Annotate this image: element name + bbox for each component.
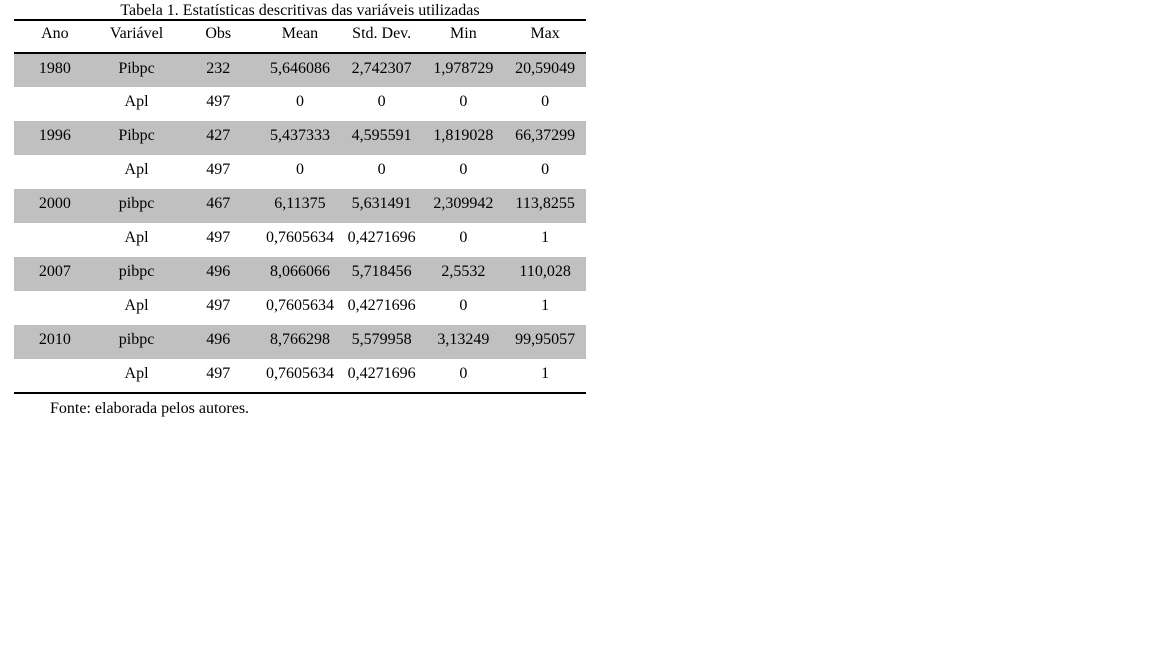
table-cell: 0 xyxy=(459,364,468,382)
table-row: Apl 497 0 0 0 0 xyxy=(14,87,586,121)
table-cell: 232 xyxy=(206,59,231,77)
table-row: Apl 497 0 0 0 0 xyxy=(14,155,586,189)
table-cell: 2,5532 xyxy=(441,263,486,280)
table-cell: 2007 xyxy=(38,263,71,280)
table-row: 1996 Pibpc 427 5,437333 4,595591 1,819028 66,3… xyxy=(14,121,586,155)
table-cell: 1 xyxy=(541,297,550,314)
table-cell: 66,37299 xyxy=(515,127,576,144)
table-row: Apl 497 0,7605634 0,4271696 0 1 xyxy=(14,359,586,393)
table-cell: 0 xyxy=(377,93,386,110)
table-cell xyxy=(14,87,96,121)
table-row: Apl 497 0,7605634 0,4271696 0 1 xyxy=(14,291,586,325)
table-cell: 0 xyxy=(459,297,468,314)
table-cell: 467 xyxy=(206,195,231,212)
table-cell: 497 xyxy=(206,229,231,246)
table-cell: 2,742307 xyxy=(351,59,412,77)
table-row: 1980 Pibpc 232 5,646086 2,742307 1,978729 20,5… xyxy=(14,53,586,87)
table-cell: 0 xyxy=(295,161,304,178)
table-cell: 0 xyxy=(541,93,550,110)
table-cell xyxy=(14,359,96,393)
table-cell: 5,437333 xyxy=(269,127,330,144)
table-cell: 0 xyxy=(459,93,468,110)
table-cell: 110,028 xyxy=(519,263,571,280)
table-cell: 0 xyxy=(459,229,468,246)
descriptive-stats-table-block: Tabela 1. Estatísticas descritivas das v… xyxy=(14,2,586,418)
table-cell: 1,819028 xyxy=(433,127,494,144)
column-header-std-dev: Std. Dev. xyxy=(340,20,423,54)
table-cell: 0,7605634 xyxy=(265,297,334,314)
table-cell: 2010 xyxy=(38,331,71,348)
table-cell: 497 xyxy=(206,161,231,178)
table-cell: Pibpc xyxy=(118,127,155,144)
column-header-min: Min xyxy=(422,20,505,54)
table-cell: Apl xyxy=(124,93,149,110)
table-row: 2010 pibpc 496 8,766298 5,579958 3,13249 99,95… xyxy=(14,325,586,359)
table-cell: 497 xyxy=(206,364,231,382)
table-cell: pibpc xyxy=(118,331,155,348)
table-cell: 2000 xyxy=(38,195,71,212)
table-cell: 1996 xyxy=(38,127,71,144)
table-cell: 497 xyxy=(206,297,231,314)
table-cell: Pibpc xyxy=(118,59,155,77)
table-cell xyxy=(14,223,96,257)
table-cell: 0,7605634 xyxy=(265,364,334,382)
stats-table: Ano Variável Obs Mean Std. Dev. Min Max 1980 Pi… xyxy=(14,19,586,394)
table-cell: 0 xyxy=(459,161,468,178)
table-row: 2000 pibpc 467 6,11375 5,631491 2,309942 113,8… xyxy=(14,189,586,223)
table-cell: 5,631491 xyxy=(351,195,412,212)
table-row: Apl 497 0,7605634 0,4271696 0 1 xyxy=(14,223,586,257)
column-header-ano: Ano xyxy=(14,20,96,54)
table-cell: 3,13249 xyxy=(437,331,490,348)
table-cell: 2,309942 xyxy=(433,195,494,212)
table-cell: Apl xyxy=(124,297,149,314)
table-cell: 20,59049 xyxy=(515,59,576,77)
table-cell: 0,7605634 xyxy=(265,229,334,246)
table-row: 2007 pibpc 496 8,066066 5,718456 2,5532 110,02… xyxy=(14,257,586,291)
table-cell: 0 xyxy=(295,93,304,110)
table-cell: 0,4271696 xyxy=(347,297,416,314)
table-body: 1980 Pibpc 232 5,646086 2,742307 1,978729 20,5… xyxy=(14,53,586,393)
table-cell: 427 xyxy=(206,127,231,144)
table-cell: 1,978729 xyxy=(433,59,494,77)
table-cell: 0 xyxy=(541,161,550,178)
table-cell: 8,766298 xyxy=(269,331,330,348)
table-title: Tabela 1. Estatísticas descritivas das v… xyxy=(120,2,480,19)
table-cell: 0,4271696 xyxy=(347,229,416,246)
column-header-variavel: Variável xyxy=(95,20,178,54)
table-cell: 0 xyxy=(377,161,386,178)
table-cell: 496 xyxy=(206,331,231,348)
table-cell: 4,595591 xyxy=(351,127,412,144)
table-cell: Apl xyxy=(124,161,149,178)
table-cell: 497 xyxy=(206,93,231,110)
table-cell: 8,066066 xyxy=(269,263,330,280)
table-cell: 6,11375 xyxy=(274,195,326,212)
table-cell: 496 xyxy=(206,263,231,280)
table-cell: 1980 xyxy=(38,59,71,77)
table-cell: pibpc xyxy=(118,263,155,280)
table-cell: Apl xyxy=(124,364,149,382)
table-cell: pibpc xyxy=(118,195,155,212)
table-cell: 5,718456 xyxy=(351,263,412,280)
header-row: Ano Variável Obs Mean Std. Dev. Min Max xyxy=(14,20,586,54)
table-cell: 1 xyxy=(541,364,550,382)
table-cell: 1 xyxy=(541,229,550,246)
table-cell xyxy=(14,155,96,189)
table-cell: 5,579958 xyxy=(351,331,412,348)
column-header-obs: Obs xyxy=(177,20,260,54)
source-note: Fonte: elaborada pelos autores. xyxy=(50,400,250,417)
table-cell: Apl xyxy=(124,229,149,246)
column-header-max: Max xyxy=(504,20,586,54)
table-cell: 5,646086 xyxy=(269,59,330,77)
table-head: Ano Variável Obs Mean Std. Dev. Min Max xyxy=(14,20,586,54)
table-cell: 0,4271696 xyxy=(347,364,416,382)
table-cell: 113,8255 xyxy=(515,195,575,212)
table-cell: 99,95057 xyxy=(515,331,576,348)
table-cell xyxy=(14,291,96,325)
column-header-mean: Mean xyxy=(259,20,341,54)
